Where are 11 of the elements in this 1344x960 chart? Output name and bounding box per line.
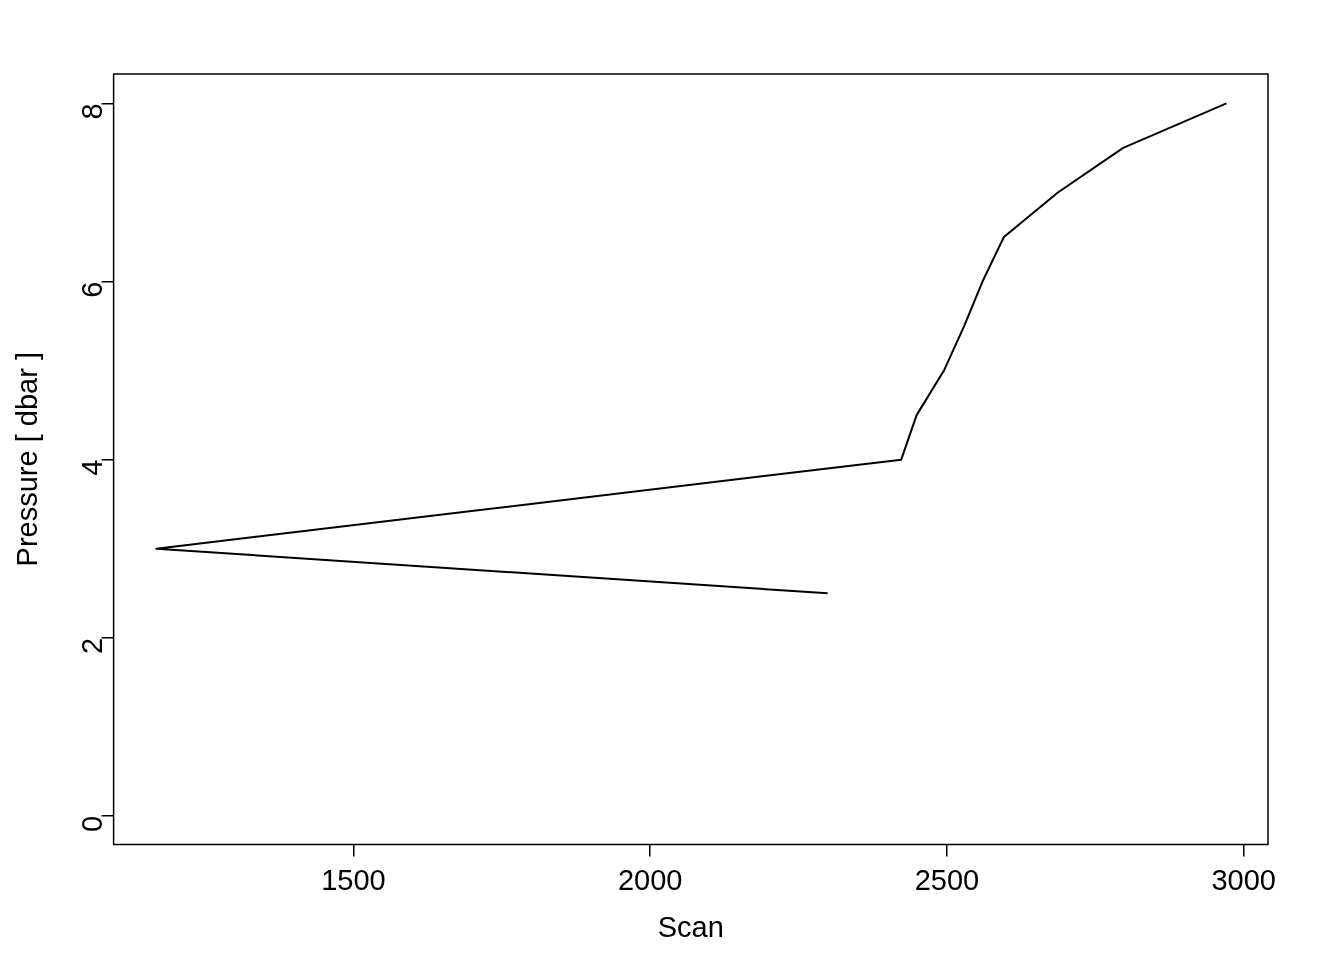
y-tick-label: 0	[75, 815, 108, 833]
y-axis-title: Pressure [ dbar ]	[11, 352, 44, 567]
x-axis-title: Scan	[657, 910, 724, 943]
y-tick-label: 4	[75, 459, 108, 476]
x-tick-label: 1500	[321, 863, 386, 896]
y-tick-label: 6	[75, 281, 108, 298]
x-tick-label: 2500	[914, 863, 980, 896]
y-tick-label: 8	[75, 103, 108, 120]
x-tick-label: 3000	[1211, 863, 1276, 896]
y-tick-label: 2	[75, 637, 108, 654]
x-tick-label: 2000	[617, 863, 683, 896]
